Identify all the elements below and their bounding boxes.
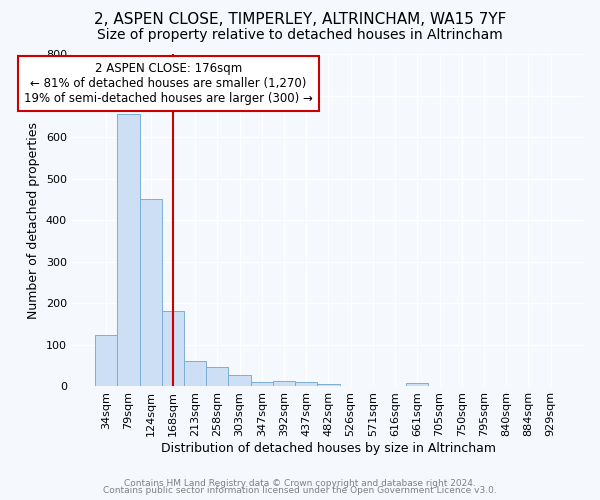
Bar (229, 375, 251, 386)
X-axis label: Distribution of detached houses by size in Altrincham: Distribution of detached houses by size … (161, 442, 496, 455)
Bar (162, 311, 184, 386)
Text: Size of property relative to detached houses in Altrincham: Size of property relative to detached ho… (97, 28, 503, 42)
Bar (140, 200, 162, 386)
Bar (118, 114, 140, 386)
Text: Contains public sector information licensed under the Open Government Licence v3: Contains public sector information licen… (103, 486, 497, 495)
Bar (406, 383, 428, 386)
Bar (273, 381, 295, 386)
Bar (295, 382, 317, 386)
Bar (251, 382, 273, 386)
Bar (184, 360, 206, 386)
Bar (206, 367, 229, 386)
Bar (95, 334, 118, 386)
Y-axis label: Number of detached properties: Number of detached properties (28, 122, 40, 318)
Text: 2, ASPEN CLOSE, TIMPERLEY, ALTRINCHAM, WA15 7YF: 2, ASPEN CLOSE, TIMPERLEY, ALTRINCHAM, W… (94, 12, 506, 28)
Bar (317, 384, 340, 386)
Text: Contains HM Land Registry data © Crown copyright and database right 2024.: Contains HM Land Registry data © Crown c… (124, 478, 476, 488)
Text: 2 ASPEN CLOSE: 176sqm
← 81% of detached houses are smaller (1,270)
19% of semi-d: 2 ASPEN CLOSE: 176sqm ← 81% of detached … (24, 62, 313, 106)
